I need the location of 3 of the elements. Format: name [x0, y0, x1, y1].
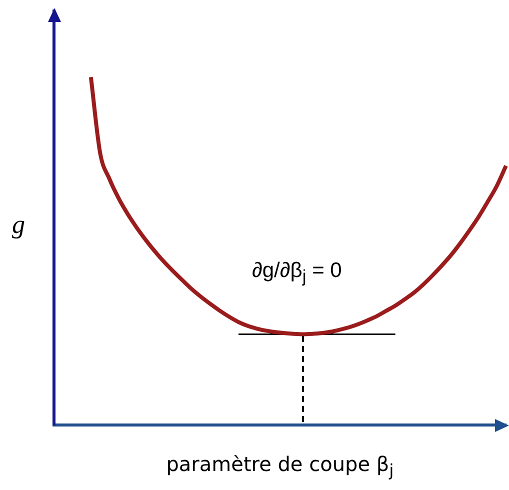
x-axis-title: paramètre de coupe β$_{j}$	[165, 451, 395, 482]
annotation: ∂g/∂β$_{j}$ = 0	[252, 258, 342, 288]
y-axis-title: g	[12, 210, 25, 240]
